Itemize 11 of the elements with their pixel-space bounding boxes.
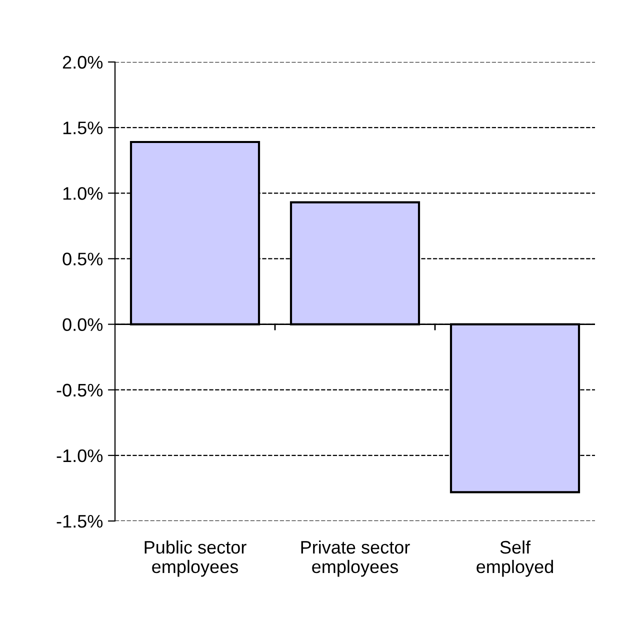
y-tick-label: -0.5% <box>56 384 103 397</box>
y-tick-label: 1.5% <box>63 122 103 134</box>
y-tick-label: 1.0% <box>63 187 103 200</box>
x-tick-label: Private sector employees <box>301 540 410 577</box>
y-tick-label: -1.0% <box>56 449 103 462</box>
y-tick-label: 0.0% <box>62 318 103 332</box>
y-tick-label: 0.5% <box>62 252 103 266</box>
y-tick-label: 2.0% <box>62 56 103 69</box>
x-tick-label: Public sector employees <box>144 540 246 577</box>
x-tick-label: Self employed <box>476 540 553 577</box>
y-tick-label: -1.5% <box>56 515 103 528</box>
